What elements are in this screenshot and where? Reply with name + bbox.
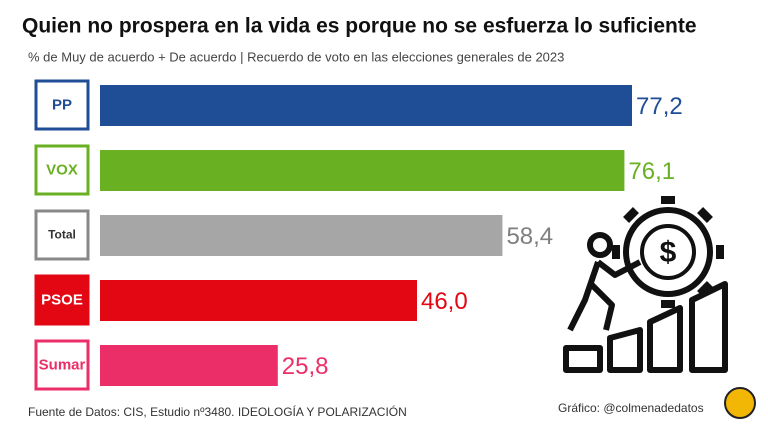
category-label: PP	[52, 96, 72, 113]
category-logo	[34, 144, 90, 196]
source-note: Fuente de Datos: CIS, Estudio nº3480. ID…	[28, 404, 407, 419]
brand-logo	[724, 387, 756, 419]
value-label: 58,4	[506, 223, 553, 250]
effort-icon: $	[563, 196, 728, 373]
category-label: PSOE	[41, 291, 83, 308]
bar	[100, 215, 503, 256]
value-label: 76,1	[628, 158, 675, 185]
bar	[100, 345, 278, 386]
category-label: Total	[48, 228, 76, 242]
category-logo	[34, 79, 90, 131]
value-label: 77,2	[636, 93, 683, 120]
bar	[100, 85, 632, 126]
value-label: 25,8	[282, 353, 329, 380]
dollar-sign: $	[660, 236, 677, 269]
category-label: Sumar	[39, 356, 86, 373]
credit: Gráfico: @colmenadedatos	[558, 401, 704, 415]
value-label: 46,0	[421, 288, 468, 315]
bar	[100, 280, 417, 321]
category-label: VOX	[46, 161, 78, 178]
category-logo	[34, 274, 90, 326]
bar	[100, 150, 625, 191]
chart-title: Quien no prospera en la vida es porque n…	[22, 15, 697, 38]
category-logo	[34, 339, 90, 391]
chart-subtitle: % de Muy de acuerdo + De acuerdo | Recue…	[28, 49, 564, 64]
category-logo	[34, 209, 90, 261]
